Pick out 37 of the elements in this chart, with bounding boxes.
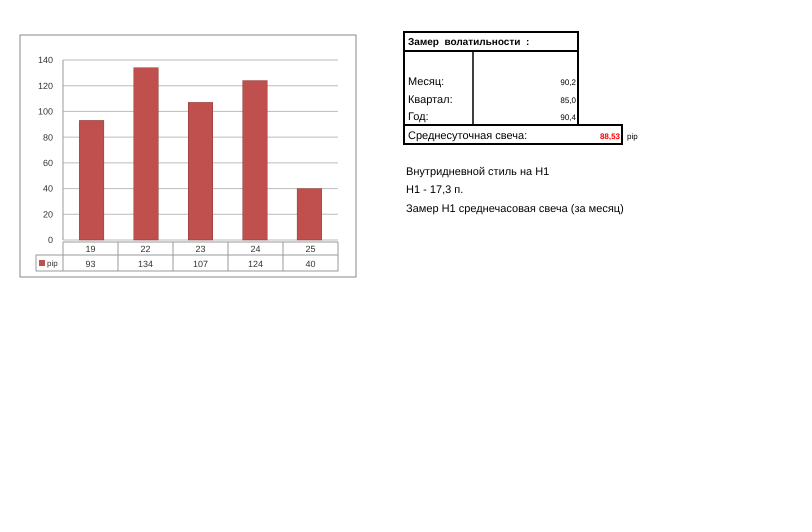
bar (188, 102, 214, 240)
bar (134, 67, 159, 240)
text: Замер H1 среднечасовая свеча (за месяц) (406, 203, 624, 215)
y-tick-label: 140 (38, 55, 53, 66)
y-tick-label: 80 (42, 132, 53, 142)
y-tick-label: 20 (42, 209, 53, 220)
text: Замер волатильности : (408, 37, 530, 48)
text: 90,4 (560, 113, 577, 122)
legend-label: pip (47, 259, 58, 268)
text: 90,2 (560, 78, 577, 87)
x-tick-label: 23 (195, 244, 206, 254)
text: H1 - 17,3 п. (406, 184, 464, 196)
data-label: 134 (138, 259, 154, 269)
text: Квартал: (408, 94, 453, 106)
x-tick-label: 24 (250, 244, 261, 254)
y-tick-label: 60 (42, 158, 53, 168)
bar (296, 188, 322, 240)
bar (79, 120, 104, 240)
x-tick-label: 19 (85, 244, 96, 254)
y-tick-label: 100 (38, 106, 53, 117)
y-tick-label: 120 (38, 80, 53, 91)
text: 88,53 (600, 132, 621, 141)
data-label: 93 (85, 259, 96, 269)
text: Среднесуточная свеча: (408, 130, 528, 142)
text: pip (627, 132, 638, 141)
x-tick-label: 22 (140, 244, 151, 254)
data-label: 107 (192, 259, 208, 269)
x-tick-label: 25 (305, 244, 316, 254)
data-label: 124 (248, 259, 264, 269)
text: Месяц: (408, 76, 444, 88)
y-tick-label: 40 (42, 184, 53, 194)
text: Год: (408, 111, 429, 123)
text: Внутридневной стиль на H1 (406, 166, 550, 178)
y-tick-label: 0 (48, 235, 53, 246)
bar (242, 80, 268, 240)
data-label: 40 (305, 259, 316, 269)
text: 85,0 (560, 96, 577, 105)
